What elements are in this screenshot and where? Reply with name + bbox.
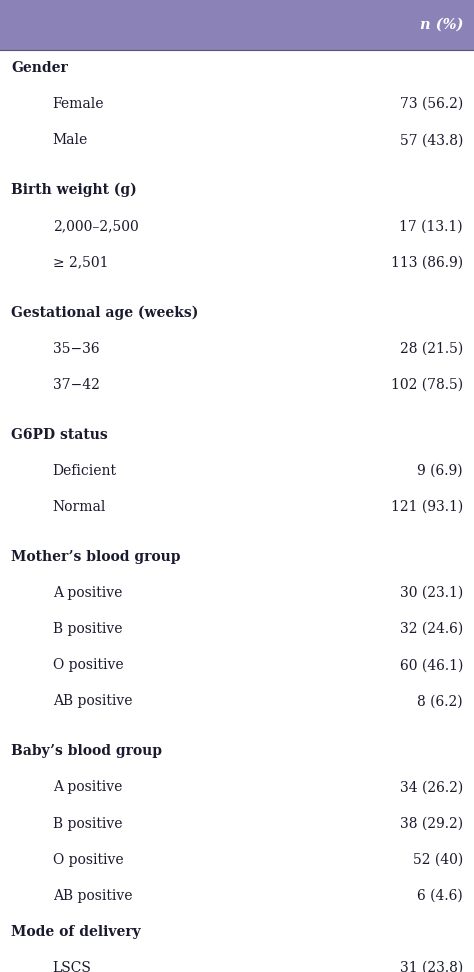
Text: 34 (26.2): 34 (26.2) <box>400 781 463 794</box>
Text: 37−42: 37−42 <box>53 378 100 392</box>
Text: 102 (78.5): 102 (78.5) <box>391 378 463 392</box>
Text: 35−36: 35−36 <box>53 341 100 356</box>
Text: B positive: B positive <box>53 816 122 831</box>
Text: 60 (46.1): 60 (46.1) <box>400 658 463 673</box>
Text: 113 (86.9): 113 (86.9) <box>391 256 463 269</box>
Text: 6 (4.6): 6 (4.6) <box>417 888 463 903</box>
Text: Mode of delivery: Mode of delivery <box>11 925 141 939</box>
Text: Mother’s blood group: Mother’s blood group <box>11 550 181 564</box>
Text: 8 (6.2): 8 (6.2) <box>417 694 463 709</box>
Text: O positive: O positive <box>53 852 123 867</box>
Text: ≥ 2,501: ≥ 2,501 <box>53 256 108 269</box>
Text: 17 (13.1): 17 (13.1) <box>399 220 463 233</box>
Text: AB positive: AB positive <box>53 888 132 903</box>
Text: LSCS: LSCS <box>53 961 91 972</box>
Text: A positive: A positive <box>53 781 122 794</box>
Text: AB positive: AB positive <box>53 694 132 709</box>
Text: Female: Female <box>53 97 104 111</box>
Text: Deficient: Deficient <box>53 464 117 478</box>
Text: Male: Male <box>53 133 88 148</box>
Text: 9 (6.9): 9 (6.9) <box>417 464 463 478</box>
Text: n (%): n (%) <box>419 18 463 32</box>
Text: 28 (21.5): 28 (21.5) <box>400 341 463 356</box>
Bar <box>0 0 474 50</box>
Text: 2,000–2,500: 2,000–2,500 <box>53 220 138 233</box>
Text: O positive: O positive <box>53 658 123 673</box>
Text: 38 (29.2): 38 (29.2) <box>400 816 463 831</box>
Text: Normal: Normal <box>53 500 106 514</box>
Text: 32 (24.6): 32 (24.6) <box>400 622 463 636</box>
Text: 73 (56.2): 73 (56.2) <box>400 97 463 111</box>
Text: 30 (23.1): 30 (23.1) <box>400 586 463 600</box>
Text: 52 (40): 52 (40) <box>413 852 463 867</box>
Text: Birth weight (g): Birth weight (g) <box>11 183 137 197</box>
Text: Baby’s blood group: Baby’s blood group <box>11 745 162 758</box>
Text: B positive: B positive <box>53 622 122 636</box>
Text: 121 (93.1): 121 (93.1) <box>391 500 463 514</box>
Text: A positive: A positive <box>53 586 122 600</box>
Text: Gender: Gender <box>11 61 68 75</box>
Text: 31 (23.8): 31 (23.8) <box>400 961 463 972</box>
Text: G6PD status: G6PD status <box>11 428 108 441</box>
Text: 57 (43.8): 57 (43.8) <box>400 133 463 148</box>
Text: Gestational age (weeks): Gestational age (weeks) <box>11 305 199 320</box>
